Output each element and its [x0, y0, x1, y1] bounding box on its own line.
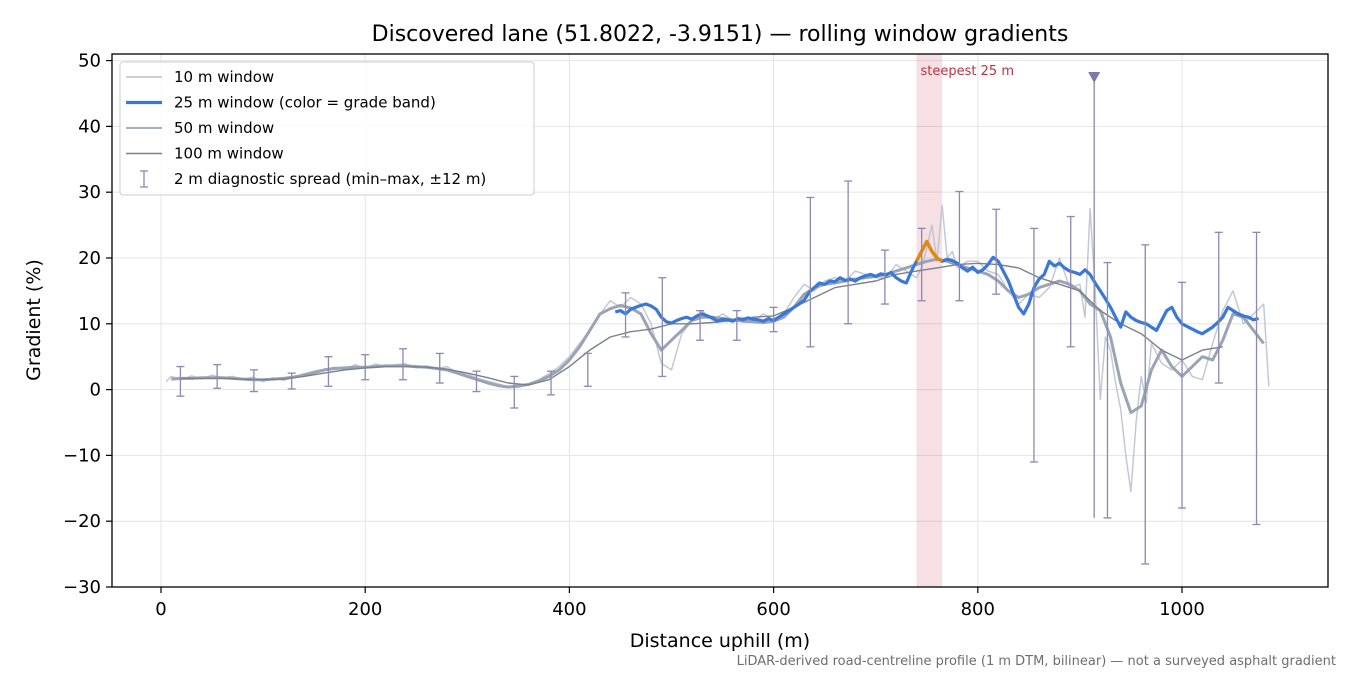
legend-label: 2 m diagnostic spread (min–max, ±12 m) — [174, 170, 486, 188]
series-line-1 — [165, 204, 1270, 493]
series-lines — [165, 204, 1270, 493]
x-tick-label: 0 — [155, 599, 166, 620]
steepest-band-label: steepest 25 m — [921, 64, 1014, 79]
x-tick-label: 1000 — [1159, 599, 1205, 620]
y-tick-label: −30 — [63, 577, 101, 598]
y-axis-ticks: −30 −20 −10 0 10 20 30 40 50 — [63, 51, 112, 598]
steepest-band-rect — [916, 54, 943, 587]
x-tick-label: 800 — [961, 599, 995, 620]
y-tick-label: 0 — [90, 380, 101, 401]
legend-frame — [119, 61, 535, 196]
x-axis-label: Distance uphill (m) — [630, 630, 810, 652]
series-line-4 — [181, 262, 1223, 386]
footnote: LiDAR-derived road-centreline profile (1… — [737, 654, 1336, 669]
chart-title: Discovered lane (51.8022, -3.9151) — rol… — [372, 22, 1069, 47]
grade-band-highlight — [914, 239, 944, 263]
marker-layer — [1088, 72, 1101, 518]
y-axis-label: Gradient (%) — [23, 259, 45, 381]
legend-label: 100 m window — [174, 145, 284, 163]
y-tick-label: 30 — [78, 182, 101, 203]
x-axis-ticks: 0 200 400 600 800 1000 — [155, 587, 1205, 620]
legend-label: 10 m window — [174, 68, 274, 86]
marker-triangle — [1088, 72, 1101, 84]
steepest-band: steepest 25 m — [916, 54, 1014, 587]
legend-label: 50 m window — [174, 119, 274, 137]
y-tick-label: −10 — [63, 445, 101, 466]
y-tick-label: 20 — [78, 248, 101, 269]
x-tick-label: 600 — [756, 599, 790, 620]
legend-label: 25 m window (color = grade band) — [174, 94, 436, 112]
x-tick-label: 400 — [552, 599, 586, 620]
y-tick-label: −20 — [63, 511, 101, 532]
y-tick-label: 40 — [78, 116, 101, 137]
plot-frame — [111, 53, 1329, 588]
legend: 10 m window 25 m window (color = grade ba… — [119, 61, 535, 196]
y-tick-label: 10 — [78, 314, 101, 335]
diagnostic-spread-bars — [176, 180, 1261, 565]
y-tick-label: 50 — [78, 51, 101, 72]
x-tick-label: 200 — [348, 599, 382, 620]
